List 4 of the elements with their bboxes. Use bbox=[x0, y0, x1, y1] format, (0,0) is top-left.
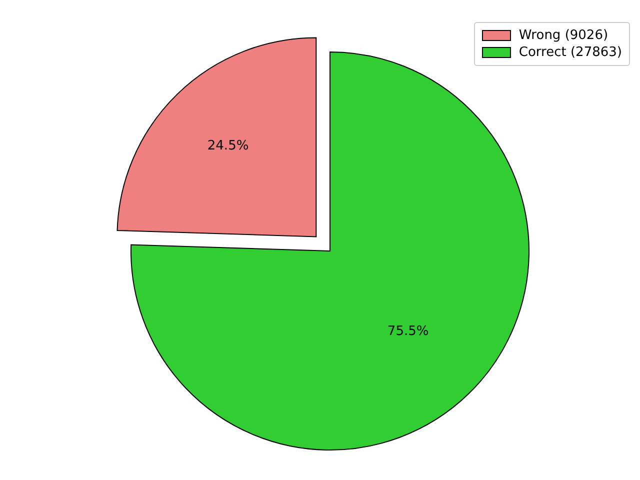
legend-label: Correct (27863) bbox=[518, 45, 622, 60]
data-label: 24.5% bbox=[207, 138, 249, 154]
data-label: 75.5% bbox=[387, 324, 429, 340]
legend-label: Wrong (9026) bbox=[518, 28, 608, 43]
